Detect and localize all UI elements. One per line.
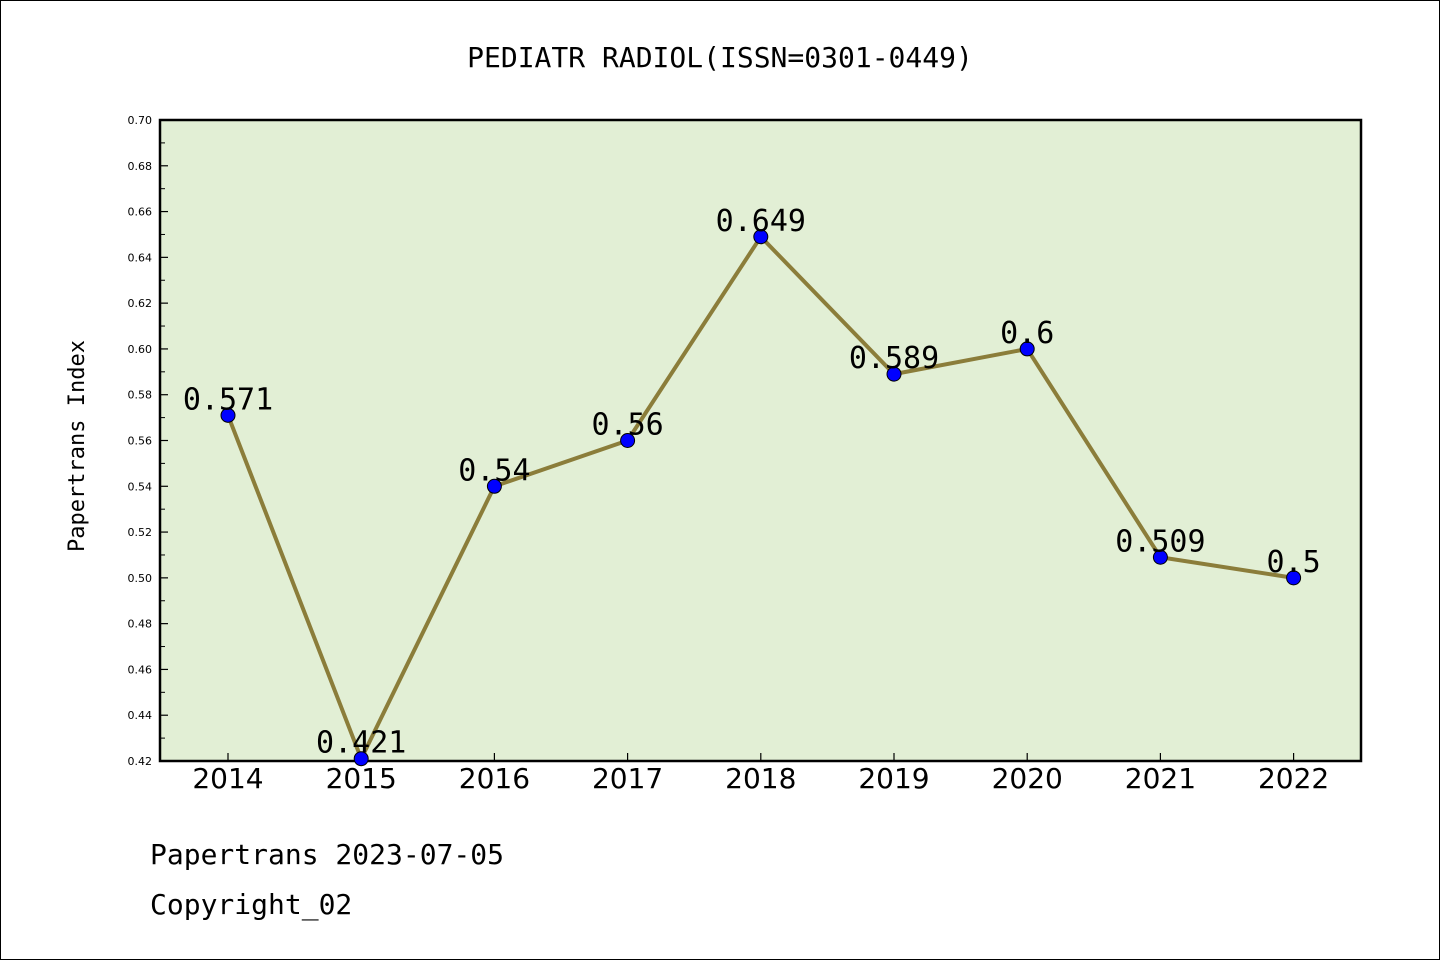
y-tick-label: 0.50 <box>128 572 153 585</box>
y-tick-label: 0.48 <box>128 618 153 631</box>
y-tick-label: 0.46 <box>128 663 153 676</box>
x-tick-label: 2015 <box>326 762 397 795</box>
data-point <box>353 751 369 767</box>
footer-date: Papertrans 2023-07-05 <box>150 838 504 871</box>
y-tick-label: 0.58 <box>128 389 153 402</box>
data-point <box>1152 549 1168 565</box>
data-label: 0.5 <box>1267 545 1321 580</box>
data-points <box>220 229 1302 767</box>
x-tick-label: 2021 <box>1125 762 1196 795</box>
y-axis-label: Papertrans Index <box>65 340 90 552</box>
data-point <box>886 366 902 382</box>
data-point <box>486 478 502 494</box>
x-tick-label: 2018 <box>725 762 796 795</box>
data-label: 0.54 <box>458 453 530 488</box>
plot-area <box>158 118 1363 763</box>
y-tick-label: 0.62 <box>128 297 153 310</box>
data-labels: 0.571 0.421 0.54 0.56 0.649 0.589 0.6 0.509 0.5 <box>183 204 1321 761</box>
y-tick-label: 0.44 <box>128 709 153 722</box>
y-tick-label: 0.60 <box>128 343 153 356</box>
data-label: 0.589 <box>849 341 939 376</box>
data-point <box>620 433 636 448</box>
y-tick-label: 0.42 <box>128 755 153 768</box>
y-tick-label: 0.68 <box>128 160 153 173</box>
x-tick-label: 2020 <box>992 762 1063 795</box>
y-tick-label: 0.54 <box>128 480 153 493</box>
x-tick-label: 2017 <box>592 762 663 795</box>
data-label: 0.56 <box>591 408 663 443</box>
y-tick-label: 0.52 <box>128 526 153 539</box>
x-tick-label: 2016 <box>459 762 530 795</box>
y-tick-label: 0.70 <box>128 114 153 127</box>
data-label: 0.421 <box>316 726 406 761</box>
y-tick-label: 0.64 <box>128 251 153 264</box>
x-tick-label: 2014 <box>192 762 263 795</box>
data-point <box>753 229 769 245</box>
footer-copyright: Copyright_02 <box>150 888 352 922</box>
data-point <box>1286 570 1302 586</box>
data-label: 0.649 <box>716 204 806 239</box>
data-point <box>1019 341 1035 357</box>
x-tick-label: 2019 <box>858 762 929 795</box>
y-tick-label: 0.56 <box>128 435 153 448</box>
x-axis: 2014 2015 2016 2017 2018 2019 2020 2021 2022 <box>192 753 1329 795</box>
x-tick-label: 2022 <box>1258 762 1329 795</box>
y-axis: 0.42 0.44 0.46 0.48 0.50 0.52 0.54 0.56 0.58 0.60… <box>128 114 168 768</box>
data-point <box>220 407 236 423</box>
y-tick-label: 0.66 <box>128 206 153 219</box>
data-label: 0.6 <box>1000 316 1054 351</box>
data-label: 0.571 <box>183 382 273 417</box>
chart-title: PEDIATR RADIOL(ISSN=0301-0449) <box>467 41 973 74</box>
data-label: 0.509 <box>1115 524 1205 559</box>
